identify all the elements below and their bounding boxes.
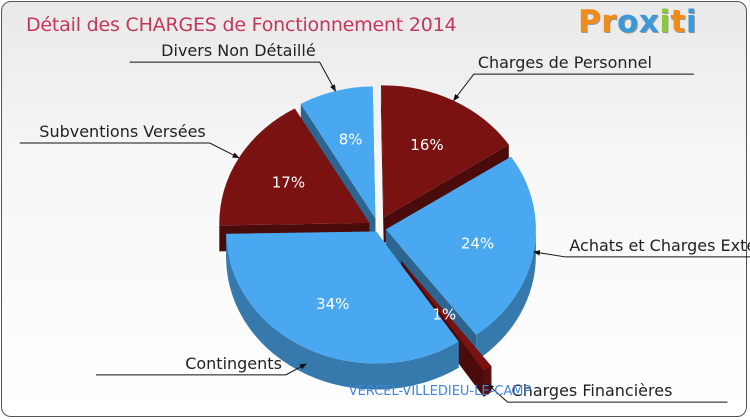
slice-charges-de-personnel <box>380 85 509 218</box>
label-subventions-versees: Subventions Versées <box>39 122 205 141</box>
commune-name: VERCEL-VILLEDIEU-LE-CAMP <box>348 384 532 399</box>
logo-letter: x <box>638 4 660 40</box>
pct-label-charges-de-personnel: 16% <box>410 136 443 154</box>
leader-charges-de-personnel <box>453 73 694 102</box>
slice-subventions-versees <box>219 108 370 226</box>
pct-label-divers-non-detaille: 8% <box>339 130 363 148</box>
logo-letter: i <box>685 4 697 40</box>
chart-title: Détail des CHARGES de Fonctionnement 201… <box>26 14 457 36</box>
leader-divers-non-detaille <box>129 61 336 92</box>
proxiti-logo: Proxiti <box>578 4 697 40</box>
leader-achats-et-charges-externes <box>533 250 750 258</box>
slice-achats-et-charges-externes <box>385 156 536 335</box>
leader-subventions-versees <box>19 142 240 159</box>
label-charges-de-personnel: Charges de Personnel <box>478 53 652 72</box>
logo-letter: i <box>659 4 671 40</box>
pct-label-charges-financieres: 1% <box>432 306 456 324</box>
slice-side-contingents <box>226 233 459 390</box>
label-achats-et-charges-externes: Achats et Charges Externes <box>569 236 750 255</box>
pct-label-contingents: 34% <box>316 295 349 313</box>
slice-contingents <box>226 231 459 364</box>
pct-label-subventions-versees: 17% <box>272 174 305 192</box>
slice-divers-non-detaille <box>300 86 376 219</box>
slice-charges-financieres <box>401 260 492 371</box>
leader-contingents <box>95 363 307 376</box>
leader-charges-financieres <box>487 383 728 403</box>
logo-letter: o <box>617 4 639 40</box>
label-contingents: Contingents <box>185 354 282 373</box>
logo-letter: P <box>578 4 602 40</box>
logo-letter: t <box>670 4 686 40</box>
pct-label-achats-et-charges-externes: 24% <box>461 234 494 252</box>
pie-tops <box>219 85 536 371</box>
logo-letter: r <box>601 4 618 40</box>
label-charges-financieres: Charges Financières <box>512 381 673 400</box>
slice-side-charges-de-personnel-wall <box>380 85 384 244</box>
slice-side-achats-et-charges-externes <box>476 229 536 361</box>
label-divers-non-detaille: Divers Non Détaillé <box>161 41 315 60</box>
